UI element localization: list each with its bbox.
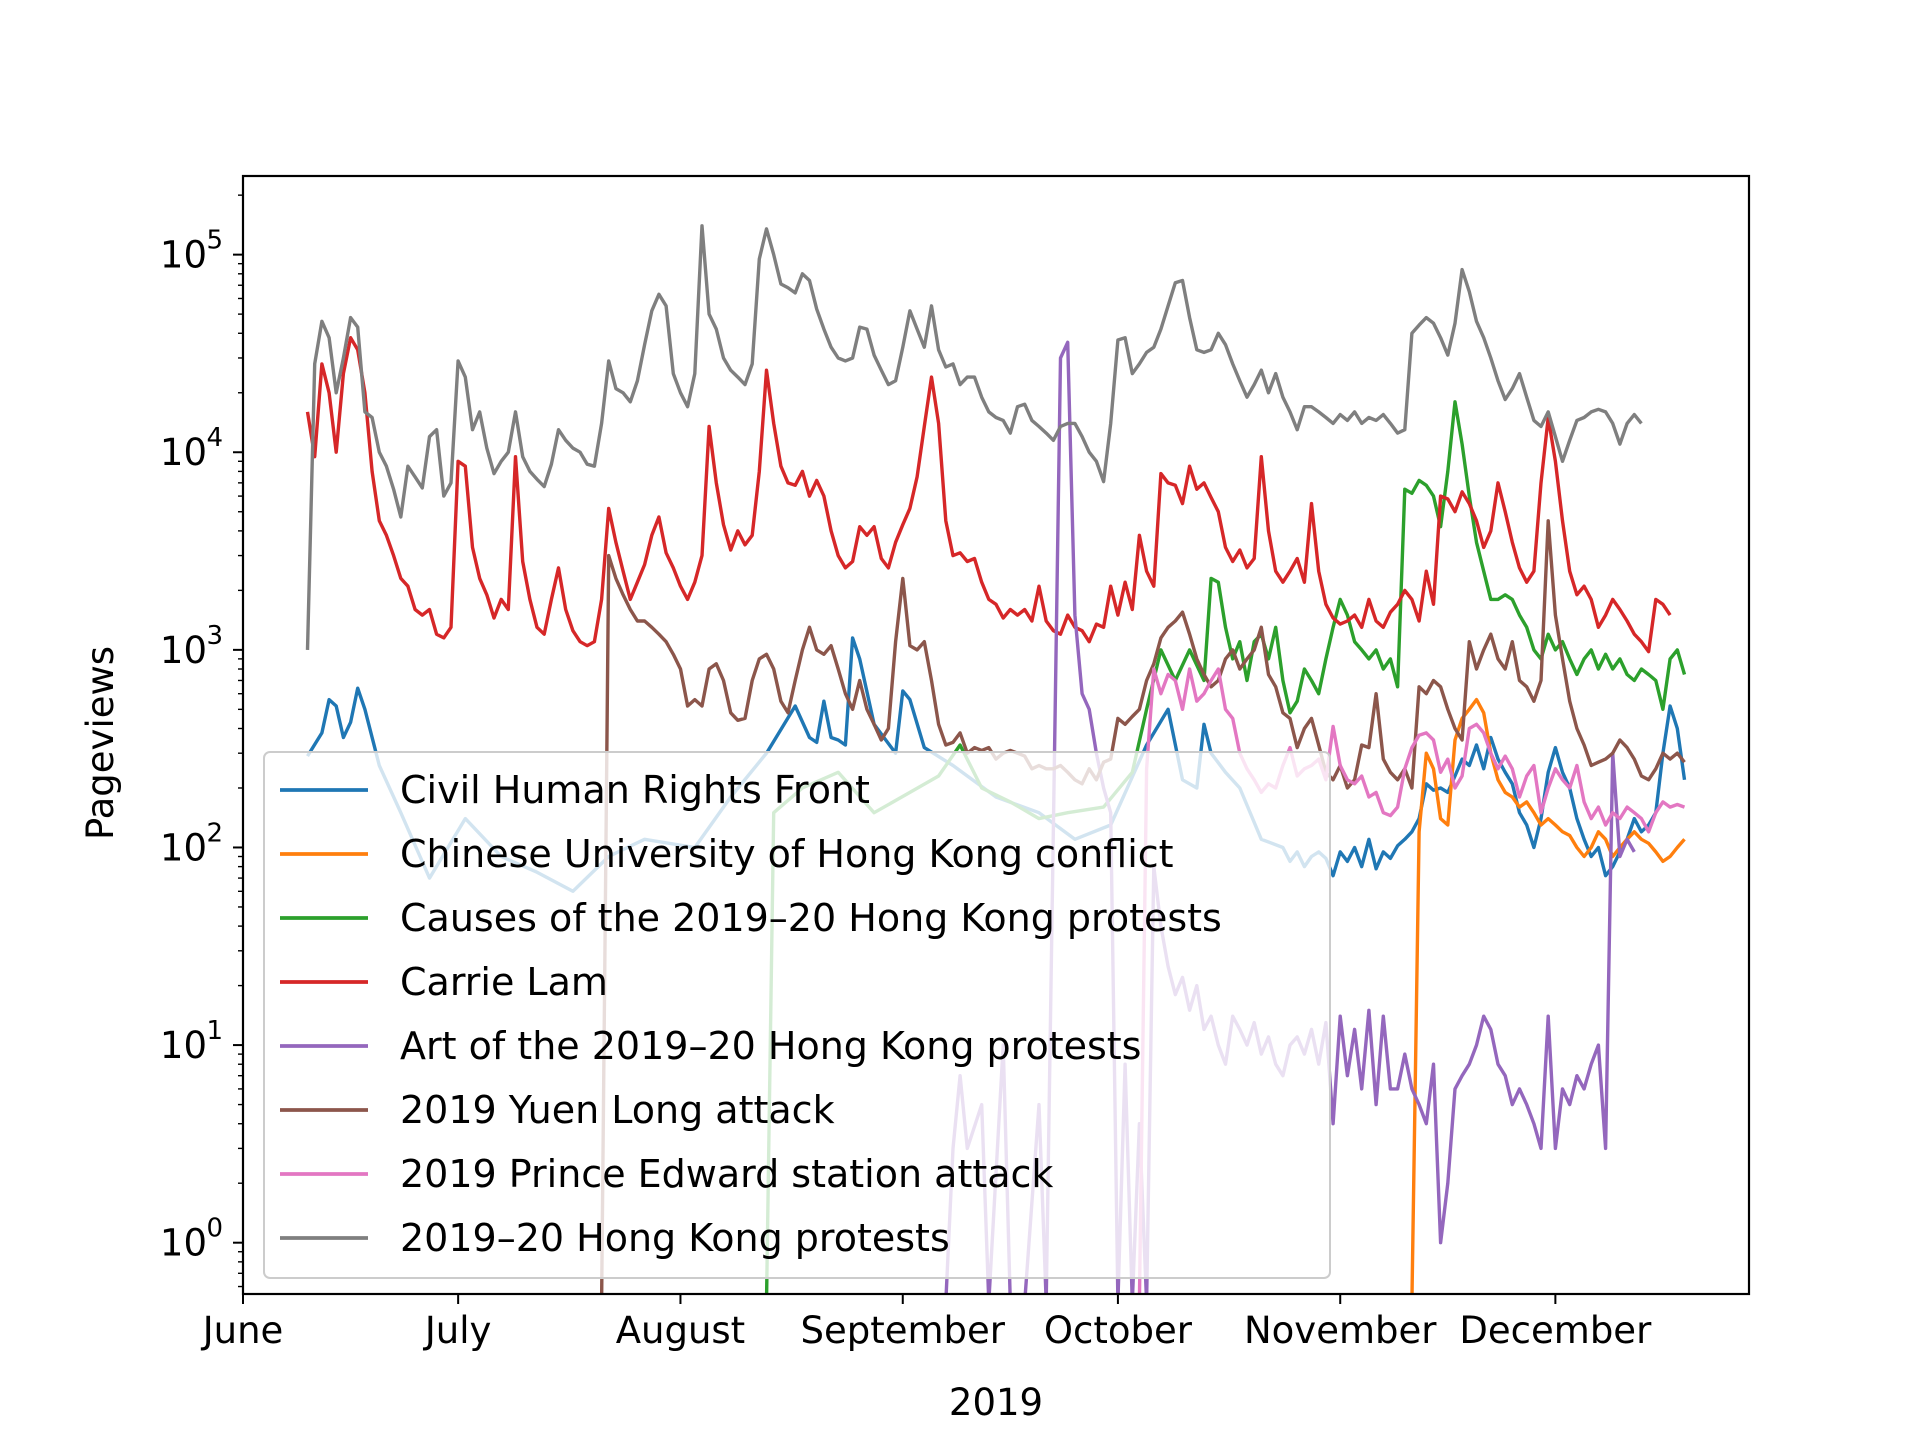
series-line-4 (305, 336, 1672, 654)
legend-label: 2019–20 Hong Kong protests (400, 1216, 950, 1260)
x-tick-label: December (1459, 1309, 1652, 1352)
legend-label: Causes of the 2019–20 Hong Kong protests (400, 896, 1222, 940)
y-tick-label: 10 (160, 1024, 207, 1067)
y-tick-label: 10 (160, 826, 207, 869)
x-axis-label: 2019 (949, 1381, 1043, 1424)
y-tick-label: 10 (160, 234, 207, 277)
plot-frame (241, 174, 1751, 1296)
legend: Civil Human Rights Front Chinese Universi… (263, 751, 1331, 1279)
y-tick-exponent: 5 (206, 226, 223, 256)
series-line-3 (764, 400, 1687, 1294)
y-tick-label: 10 (160, 431, 207, 474)
x-tick-label: July (423, 1309, 492, 1352)
y-axis-label: Pageviews (79, 646, 122, 840)
y-tick-label: 10 (160, 1222, 207, 1265)
x-tick-label: November (1244, 1309, 1437, 1352)
legend-label: Carrie Lam (400, 960, 608, 1004)
y-tick-exponent: 1 (206, 1016, 223, 1046)
legend-box (263, 751, 1331, 1279)
x-axis: June July August September October November De… (201, 1294, 1652, 1352)
y-tick-exponent: 3 (206, 621, 223, 651)
series-line-6 (599, 519, 1686, 1294)
x-tick-label: June (201, 1309, 284, 1352)
legend-label: 2019 Prince Edward station attack (400, 1152, 1053, 1196)
legend-label: Art of the 2019–20 Hong Kong protests (400, 1024, 1141, 1068)
series-line-7 (1137, 667, 1686, 1294)
x-tick-label: October (1044, 1309, 1193, 1352)
legend-label: 2019 Yuen Long attack (400, 1088, 835, 1132)
y-tick-exponent: 0 (206, 1214, 223, 1244)
x-tick-label: August (616, 1309, 745, 1352)
series-line-8 (305, 224, 1643, 650)
y-tick-exponent: 4 (206, 423, 223, 453)
y-tick-label: 10 (160, 629, 207, 672)
y-tick-exponent: 2 (206, 818, 223, 848)
legend-label: Chinese University of Hong Kong conflict (400, 832, 1174, 876)
x-tick-label: September (801, 1309, 1006, 1352)
legend-label: Civil Human Rights Front (400, 768, 870, 812)
